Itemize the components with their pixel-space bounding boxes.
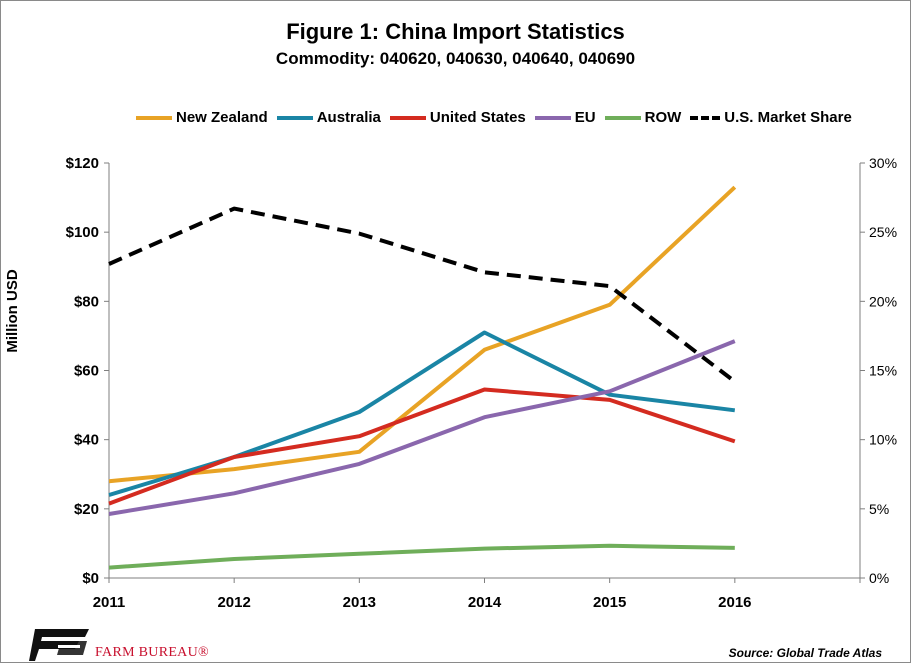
series-line-new-zealand	[108, 185, 737, 484]
x-tick-label: 2013	[343, 594, 376, 611]
legend-swatch	[534, 115, 571, 120]
chart-subtitle: Commodity: 040620, 040630, 040640, 04069…	[275, 49, 636, 68]
legend-swatch	[604, 115, 641, 120]
series-line-united-states	[108, 387, 736, 506]
x-tick-label: 2016	[718, 594, 751, 611]
legend-item: EU	[534, 109, 596, 126]
y-tick-label: $20	[74, 501, 99, 518]
y-tick-label: $60	[74, 363, 99, 380]
x-tick-label: 2014	[468, 594, 502, 611]
legend-swatch	[690, 115, 721, 120]
x-tick-label: 2011	[93, 594, 126, 611]
legend-label: ROW	[644, 109, 682, 126]
legend-item: Australia	[276, 109, 381, 126]
series-line-u-s-market-share	[108, 206, 737, 384]
x-tick-label: 2012	[217, 594, 250, 611]
y-tick-label: $100	[66, 224, 99, 241]
y2-tick-label: 0%	[869, 570, 889, 586]
legend-label: EU	[574, 109, 596, 126]
y-tick-label: $120	[66, 155, 99, 172]
farm-bureau-logo-icon	[29, 629, 89, 661]
y-tick-label: $80	[74, 293, 99, 310]
legend-item: ROW	[604, 109, 682, 126]
legend-swatch	[136, 115, 172, 120]
chart-title: Figure 1: China Import Statistics	[286, 19, 625, 44]
legend-label: U.S. Market Share	[724, 109, 852, 126]
series-line-row	[108, 543, 735, 570]
farm-bureau-logo-text: FARM BUREAU®	[95, 645, 209, 660]
legend-label: United States	[429, 109, 526, 126]
farm-bureau-logo: FARM BUREAU®	[29, 629, 209, 661]
legend-swatch	[276, 115, 313, 120]
legend-swatch	[389, 115, 426, 120]
legend-item: U.S. Market Share	[690, 109, 852, 126]
source-note: Source: Global Trade Atlas	[728, 646, 882, 660]
x-tick-label: 2015	[593, 594, 626, 611]
legend-item: United States	[389, 109, 526, 126]
legend-label: Australia	[316, 109, 381, 126]
legend-item: New Zealand	[136, 109, 268, 126]
y2-tick-label: 30%	[869, 155, 897, 171]
y2-tick-label: 10%	[869, 432, 897, 448]
legend-label: New Zealand	[176, 109, 268, 126]
y2-tick-label: 25%	[869, 224, 897, 240]
y-tick-label: $0	[82, 570, 99, 587]
y2-tick-label: 15%	[869, 363, 897, 379]
y2-tick-label: 5%	[869, 501, 889, 517]
y-tick-label: $40	[74, 432, 99, 449]
series-line-eu	[108, 339, 736, 516]
y2-tick-label: 20%	[869, 293, 897, 309]
chart-legend: New Zealand Australia United States EU ROW U.…	[136, 109, 861, 126]
